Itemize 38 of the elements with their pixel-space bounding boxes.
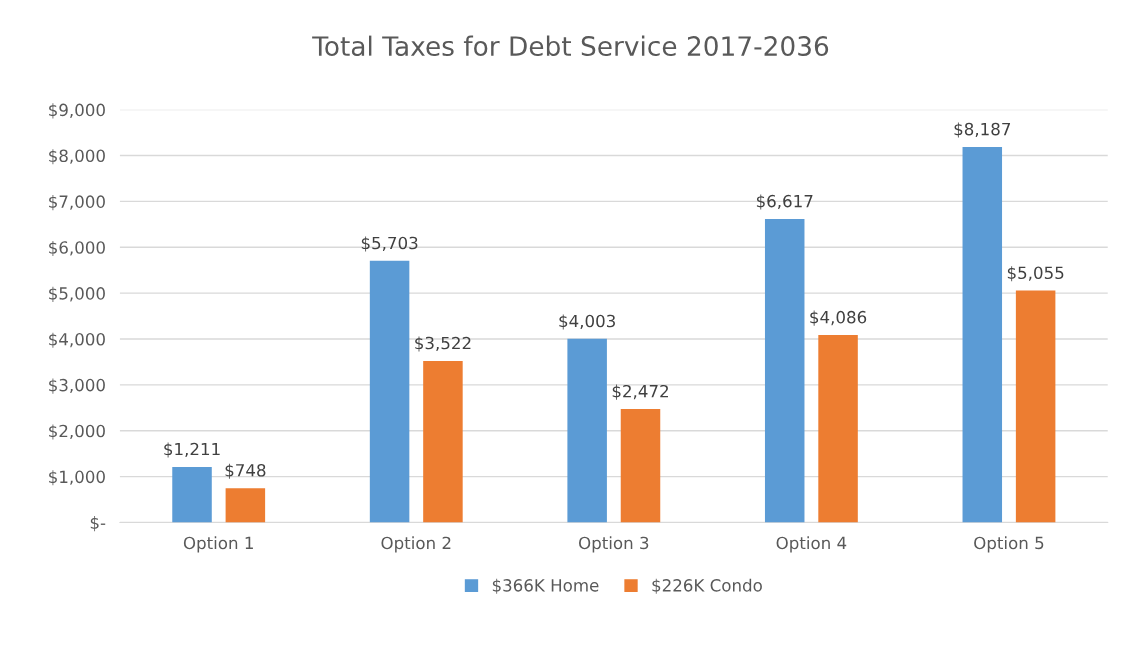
bar: [423, 360, 463, 523]
x-tick-label: Option 2: [381, 536, 451, 553]
y-tick-label: $8,000: [49, 149, 105, 165]
x-tick-label: Option 5: [974, 536, 1044, 553]
data-label: $8,187: [954, 122, 1011, 138]
y-tick-label: $9,000: [49, 103, 105, 119]
data-label: $2,472: [612, 384, 668, 400]
bar: [225, 488, 266, 523]
data-label: $5,703: [361, 236, 418, 252]
y-tick-label: $2,000: [49, 424, 105, 440]
bar: [962, 146, 1003, 523]
y-tick-label: $-: [90, 516, 106, 532]
x-tick-label: Option 4: [776, 536, 847, 553]
bar: [620, 409, 661, 523]
y-tick-label: $7,000: [49, 195, 105, 211]
legend-label: $366K Home: [492, 578, 599, 594]
data-label: $3,522: [415, 336, 471, 352]
data-label: $1,211: [164, 442, 220, 458]
data-label: $6,617: [756, 194, 813, 210]
bar: [172, 466, 212, 523]
y-tick-label: $6,000: [49, 240, 105, 257]
x-tick-label: Option 3: [579, 536, 649, 553]
y-tick-label: $5,000: [49, 286, 105, 302]
bar: [818, 335, 858, 523]
bar: [1015, 290, 1056, 523]
y-tick-label: $4,000: [49, 332, 105, 348]
bar: [764, 218, 805, 523]
bar: [567, 338, 607, 523]
legend-label: $226K Condo: [652, 578, 762, 594]
data-label: $4,086: [810, 310, 867, 326]
chart-title: Total Taxes for Debt Service 2017-2036: [312, 35, 829, 57]
y-tick-label: $1,000: [49, 470, 105, 486]
data-label: $748: [225, 463, 266, 479]
bar: [369, 260, 410, 523]
y-tick-label: $3,000: [49, 378, 105, 394]
data-label: $5,055: [1007, 266, 1064, 282]
data-label: $4,003: [559, 314, 615, 330]
x-tick-label: Option 1: [183, 536, 253, 553]
